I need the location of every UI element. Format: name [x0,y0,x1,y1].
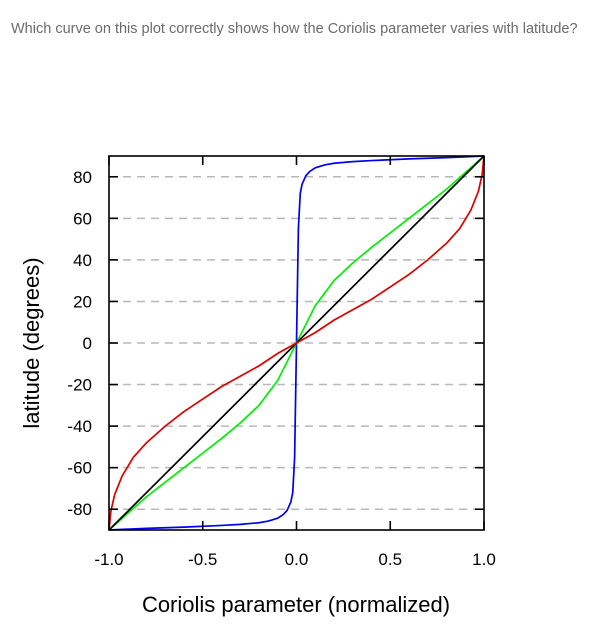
y-axis-title: latitude (degrees) [19,257,44,428]
x-tick-label: -1.0 [94,550,123,569]
x-tick-label: 0.5 [378,550,402,569]
y-tick-label: 80 [73,168,92,187]
x-axis-title: Coriolis parameter (normalized) [142,592,450,617]
y-tick-label: -80 [67,500,92,519]
x-tick-label: 0.0 [285,550,309,569]
y-tick-label: 60 [73,209,92,228]
tick-labels: -80 -60 -40 -20 0 20 40 60 80 -1.0 -0.5 0.0 0.5 1.0 [67,168,495,569]
question-text: Which curve on this plot correctly shows… [11,21,578,37]
x-tick-label: 1.0 [472,550,496,569]
y-tick-label: 20 [73,292,92,311]
y-tick-label: -60 [67,459,92,478]
y-tick-label: 40 [73,251,92,270]
series-group [108,155,485,531]
series-line [108,155,485,531]
y-tick-label: -20 [67,376,92,395]
y-tick-label: 0 [83,334,92,353]
x-tick-label: -0.5 [188,550,217,569]
y-tick-label: -40 [67,417,92,436]
ticks [108,156,485,530]
